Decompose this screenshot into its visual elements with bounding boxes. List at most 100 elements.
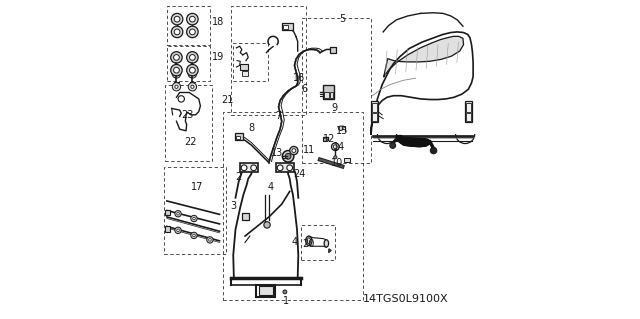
Circle shape xyxy=(189,67,195,73)
Text: 6: 6 xyxy=(301,84,307,94)
Bar xyxy=(466,113,471,121)
Circle shape xyxy=(174,29,180,35)
Circle shape xyxy=(175,211,181,217)
Circle shape xyxy=(290,146,298,155)
Ellipse shape xyxy=(324,240,328,247)
Circle shape xyxy=(172,13,183,25)
Circle shape xyxy=(191,215,197,222)
Circle shape xyxy=(175,72,178,76)
Bar xyxy=(465,101,472,122)
Circle shape xyxy=(174,16,180,22)
Circle shape xyxy=(173,55,179,60)
Bar xyxy=(259,286,273,295)
Text: 19: 19 xyxy=(212,52,224,63)
Text: 17: 17 xyxy=(191,182,204,192)
Circle shape xyxy=(287,165,292,171)
Text: 21: 21 xyxy=(221,95,234,106)
Bar xyxy=(223,112,363,300)
Circle shape xyxy=(189,29,195,35)
Bar xyxy=(240,64,248,70)
Circle shape xyxy=(178,96,184,102)
Bar xyxy=(371,101,378,122)
Text: 23: 23 xyxy=(181,110,194,120)
Bar xyxy=(372,113,377,121)
Polygon shape xyxy=(396,136,431,147)
Bar xyxy=(276,163,294,172)
Circle shape xyxy=(390,143,396,148)
Bar xyxy=(233,43,268,81)
Bar xyxy=(242,213,249,220)
Bar xyxy=(303,18,371,163)
Bar xyxy=(466,103,471,112)
Bar xyxy=(234,133,243,140)
Text: 16: 16 xyxy=(293,73,305,83)
Text: 24: 24 xyxy=(293,169,305,179)
Circle shape xyxy=(172,83,180,91)
Text: 4: 4 xyxy=(268,182,274,192)
Text: 4: 4 xyxy=(291,237,298,248)
Circle shape xyxy=(283,290,287,294)
Circle shape xyxy=(188,70,196,78)
Circle shape xyxy=(188,83,196,91)
Text: 13: 13 xyxy=(271,148,283,158)
Bar xyxy=(282,23,293,30)
Text: 22: 22 xyxy=(184,137,197,147)
Circle shape xyxy=(251,165,257,171)
Bar xyxy=(167,46,210,81)
Circle shape xyxy=(333,156,337,159)
Bar xyxy=(239,163,258,172)
Bar xyxy=(284,25,288,29)
Polygon shape xyxy=(384,36,463,77)
Bar xyxy=(301,225,335,260)
Circle shape xyxy=(187,64,198,76)
Circle shape xyxy=(292,149,296,152)
Circle shape xyxy=(172,26,183,38)
Circle shape xyxy=(189,16,195,22)
Text: 18: 18 xyxy=(212,17,224,27)
Ellipse shape xyxy=(306,236,312,246)
Circle shape xyxy=(333,145,337,149)
Text: 11: 11 xyxy=(303,145,315,155)
Text: 10: 10 xyxy=(332,158,344,168)
Circle shape xyxy=(172,70,180,78)
Text: 9: 9 xyxy=(332,103,337,114)
Text: 20: 20 xyxy=(303,239,315,249)
Circle shape xyxy=(191,85,194,88)
Circle shape xyxy=(209,239,211,241)
Circle shape xyxy=(177,212,179,215)
Circle shape xyxy=(187,52,198,63)
Circle shape xyxy=(323,138,327,142)
Circle shape xyxy=(189,55,195,60)
Circle shape xyxy=(241,165,247,171)
Bar xyxy=(165,85,212,161)
Ellipse shape xyxy=(307,238,311,244)
Bar xyxy=(256,285,275,297)
Text: 5: 5 xyxy=(339,14,346,24)
Text: 3: 3 xyxy=(231,201,237,211)
Text: 2: 2 xyxy=(236,172,242,182)
Bar xyxy=(330,47,336,53)
Circle shape xyxy=(173,67,179,73)
Circle shape xyxy=(339,126,343,130)
Circle shape xyxy=(430,147,436,154)
Bar xyxy=(236,136,239,139)
Text: 14: 14 xyxy=(333,142,345,152)
Circle shape xyxy=(191,232,197,239)
Text: 15: 15 xyxy=(336,126,349,136)
Circle shape xyxy=(193,234,195,237)
Circle shape xyxy=(187,13,198,25)
Text: 8: 8 xyxy=(248,122,255,133)
Bar xyxy=(323,85,334,99)
Circle shape xyxy=(282,151,294,162)
Bar xyxy=(324,92,329,98)
Bar xyxy=(167,6,210,45)
Circle shape xyxy=(171,52,182,63)
Text: 1: 1 xyxy=(284,296,289,307)
Circle shape xyxy=(207,237,213,243)
Bar xyxy=(330,92,333,98)
Text: 12: 12 xyxy=(323,134,336,144)
Bar xyxy=(344,158,350,162)
Bar xyxy=(242,71,248,76)
Circle shape xyxy=(332,143,339,151)
Bar xyxy=(164,167,226,254)
